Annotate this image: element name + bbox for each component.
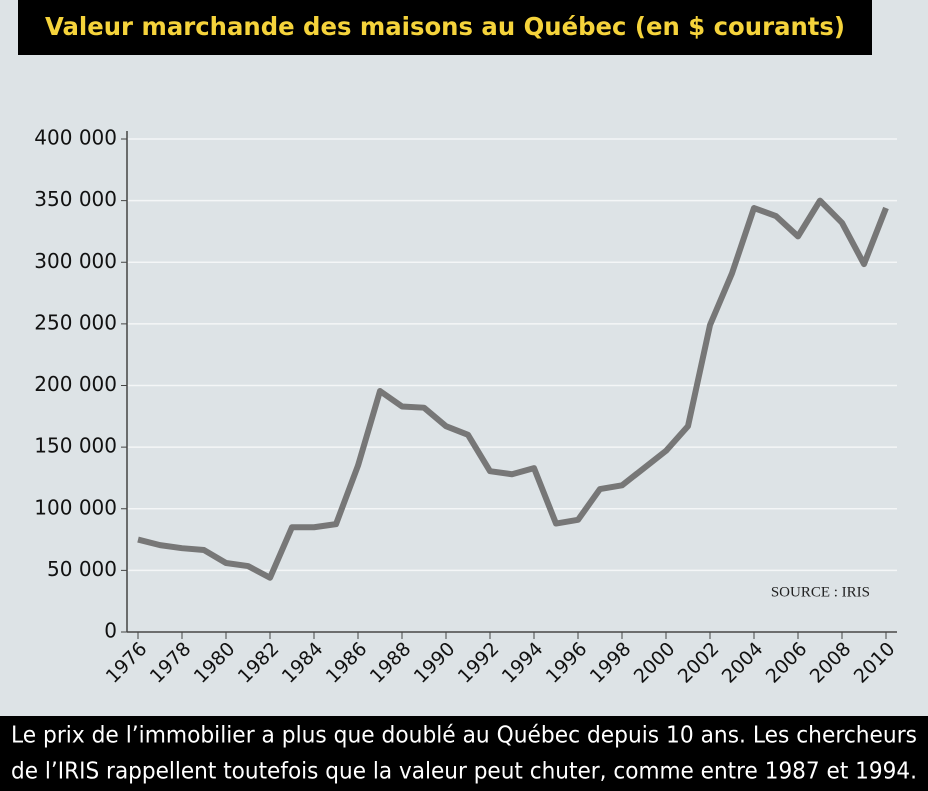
- chart-title: Valeur marchande des maisons au Québec (…: [45, 12, 845, 41]
- source-note: SOURCE : IRIS: [771, 584, 870, 600]
- y-tick-label: 200 000: [34, 372, 117, 396]
- y-tick-label: 250 000: [34, 310, 117, 334]
- y-tick-label: 100 000: [34, 495, 117, 519]
- caption-line: de l’IRIS rappellent toutefois que la va…: [11, 759, 917, 785]
- caption-box: [0, 716, 928, 791]
- y-tick-label: 150 000: [34, 434, 117, 458]
- title-box: [18, 0, 872, 55]
- y-tick-label: 350 000: [34, 187, 117, 211]
- y-tick-label: 300 000: [34, 249, 117, 273]
- y-tick-label: 50 000: [47, 557, 117, 581]
- data-line: [137, 197, 889, 581]
- caption-line: Le prix de l’immobilier a plus que doubl…: [11, 723, 917, 749]
- y-tick-label: 0: [104, 619, 117, 643]
- y-tick-label: 400 000: [34, 126, 117, 150]
